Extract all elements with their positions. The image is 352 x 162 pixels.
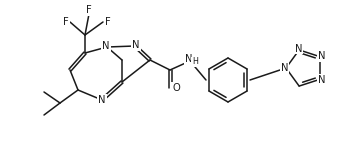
Text: N: N [281,63,288,73]
Text: N: N [295,44,302,53]
Text: N: N [185,54,193,64]
Text: F: F [105,17,111,27]
Text: N: N [318,75,325,85]
Text: F: F [63,17,69,27]
Text: N: N [132,40,140,50]
Text: F: F [86,5,92,15]
Text: N: N [318,51,325,61]
Text: N: N [102,41,110,51]
Text: N: N [98,95,106,105]
Text: O: O [172,83,180,93]
Text: H: H [192,58,198,66]
